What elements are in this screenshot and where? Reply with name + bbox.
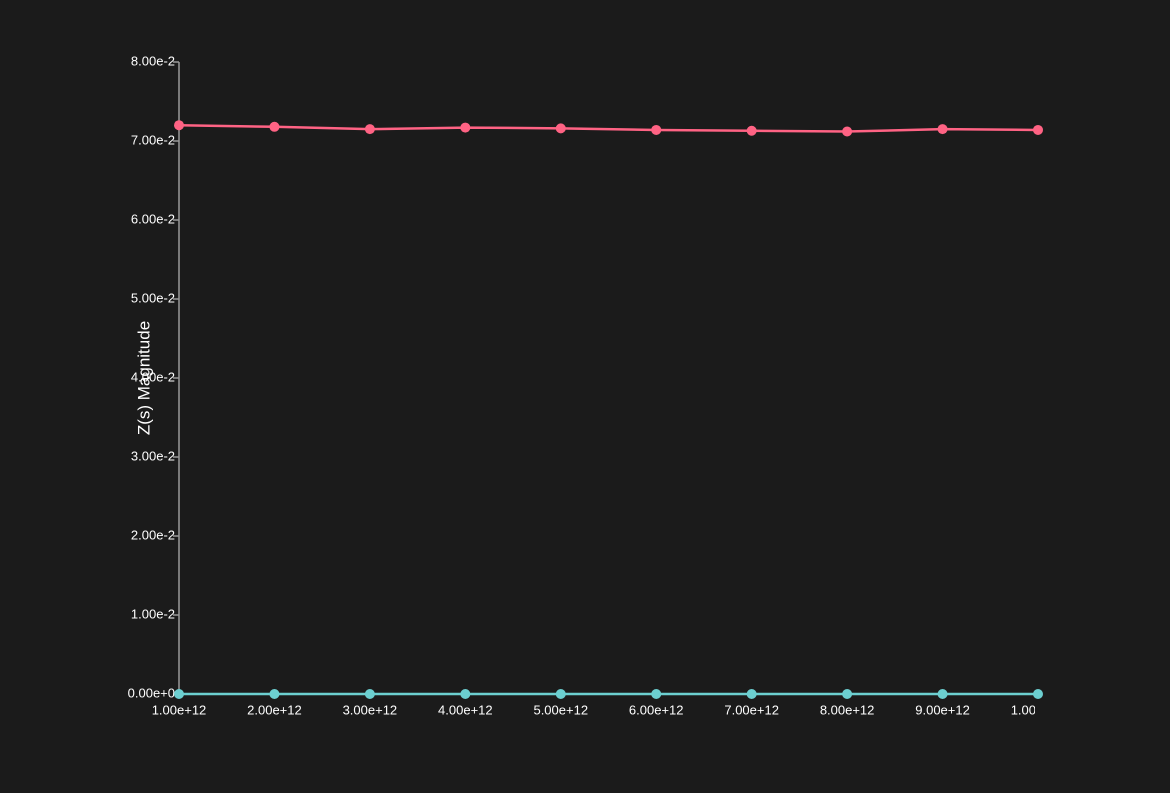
x-tick-label: 8.00e+12 xyxy=(820,702,875,717)
x-tick-label: 1.00e+12 xyxy=(152,702,207,717)
point xyxy=(555,123,566,134)
series-line xyxy=(178,123,1039,133)
x-tick-labels: 1.00e+12 2.00e+12 3.00e+12 4.00e+12 5.00e+12… xyxy=(152,702,1066,717)
point xyxy=(842,689,853,699)
x-tick-label: 2.00e+12 xyxy=(247,702,302,717)
x-tick-label: 4.00e+12 xyxy=(438,702,493,717)
point xyxy=(1033,689,1043,699)
y-tick-label: 2.00e-2 xyxy=(131,527,175,542)
point xyxy=(460,689,471,699)
x-tick-label: 9.00e+12 xyxy=(915,702,970,717)
point xyxy=(937,689,948,699)
x-tick-label: 7.00e+12 xyxy=(724,702,779,717)
x-tick-label: 6.00e+12 xyxy=(629,702,684,717)
point xyxy=(746,689,757,699)
point xyxy=(555,689,566,699)
point xyxy=(364,124,375,135)
x-tick-label: 1.00e+13 xyxy=(1011,702,1066,717)
point xyxy=(746,125,757,136)
y-tick-label: 5.00e-2 xyxy=(131,290,175,305)
point xyxy=(269,121,280,132)
y-tick-label: 4.00e-2 xyxy=(131,369,175,384)
point xyxy=(460,122,471,133)
y-tick-label: 0.00e+0 xyxy=(128,685,175,700)
y-tick-label: 7.00e-2 xyxy=(131,132,175,147)
point xyxy=(842,126,853,137)
y-axis-title: Z(s) Magnitude xyxy=(134,321,153,435)
point xyxy=(651,124,662,135)
point xyxy=(174,120,184,131)
point xyxy=(269,689,280,699)
x-tick-label: 3.00e+12 xyxy=(343,702,398,717)
point xyxy=(937,124,948,135)
point xyxy=(651,689,662,699)
point xyxy=(1033,124,1043,135)
point xyxy=(174,689,184,699)
y-tick-label: 6.00e-2 xyxy=(131,211,175,226)
y-tick-label: 1.00e-2 xyxy=(131,606,175,621)
x-tick-label: 5.00e+12 xyxy=(533,702,588,717)
y-tick-label: 3.00e-2 xyxy=(131,448,175,463)
y-tick-label: 8.00e-2 xyxy=(131,53,175,68)
point xyxy=(364,689,375,699)
